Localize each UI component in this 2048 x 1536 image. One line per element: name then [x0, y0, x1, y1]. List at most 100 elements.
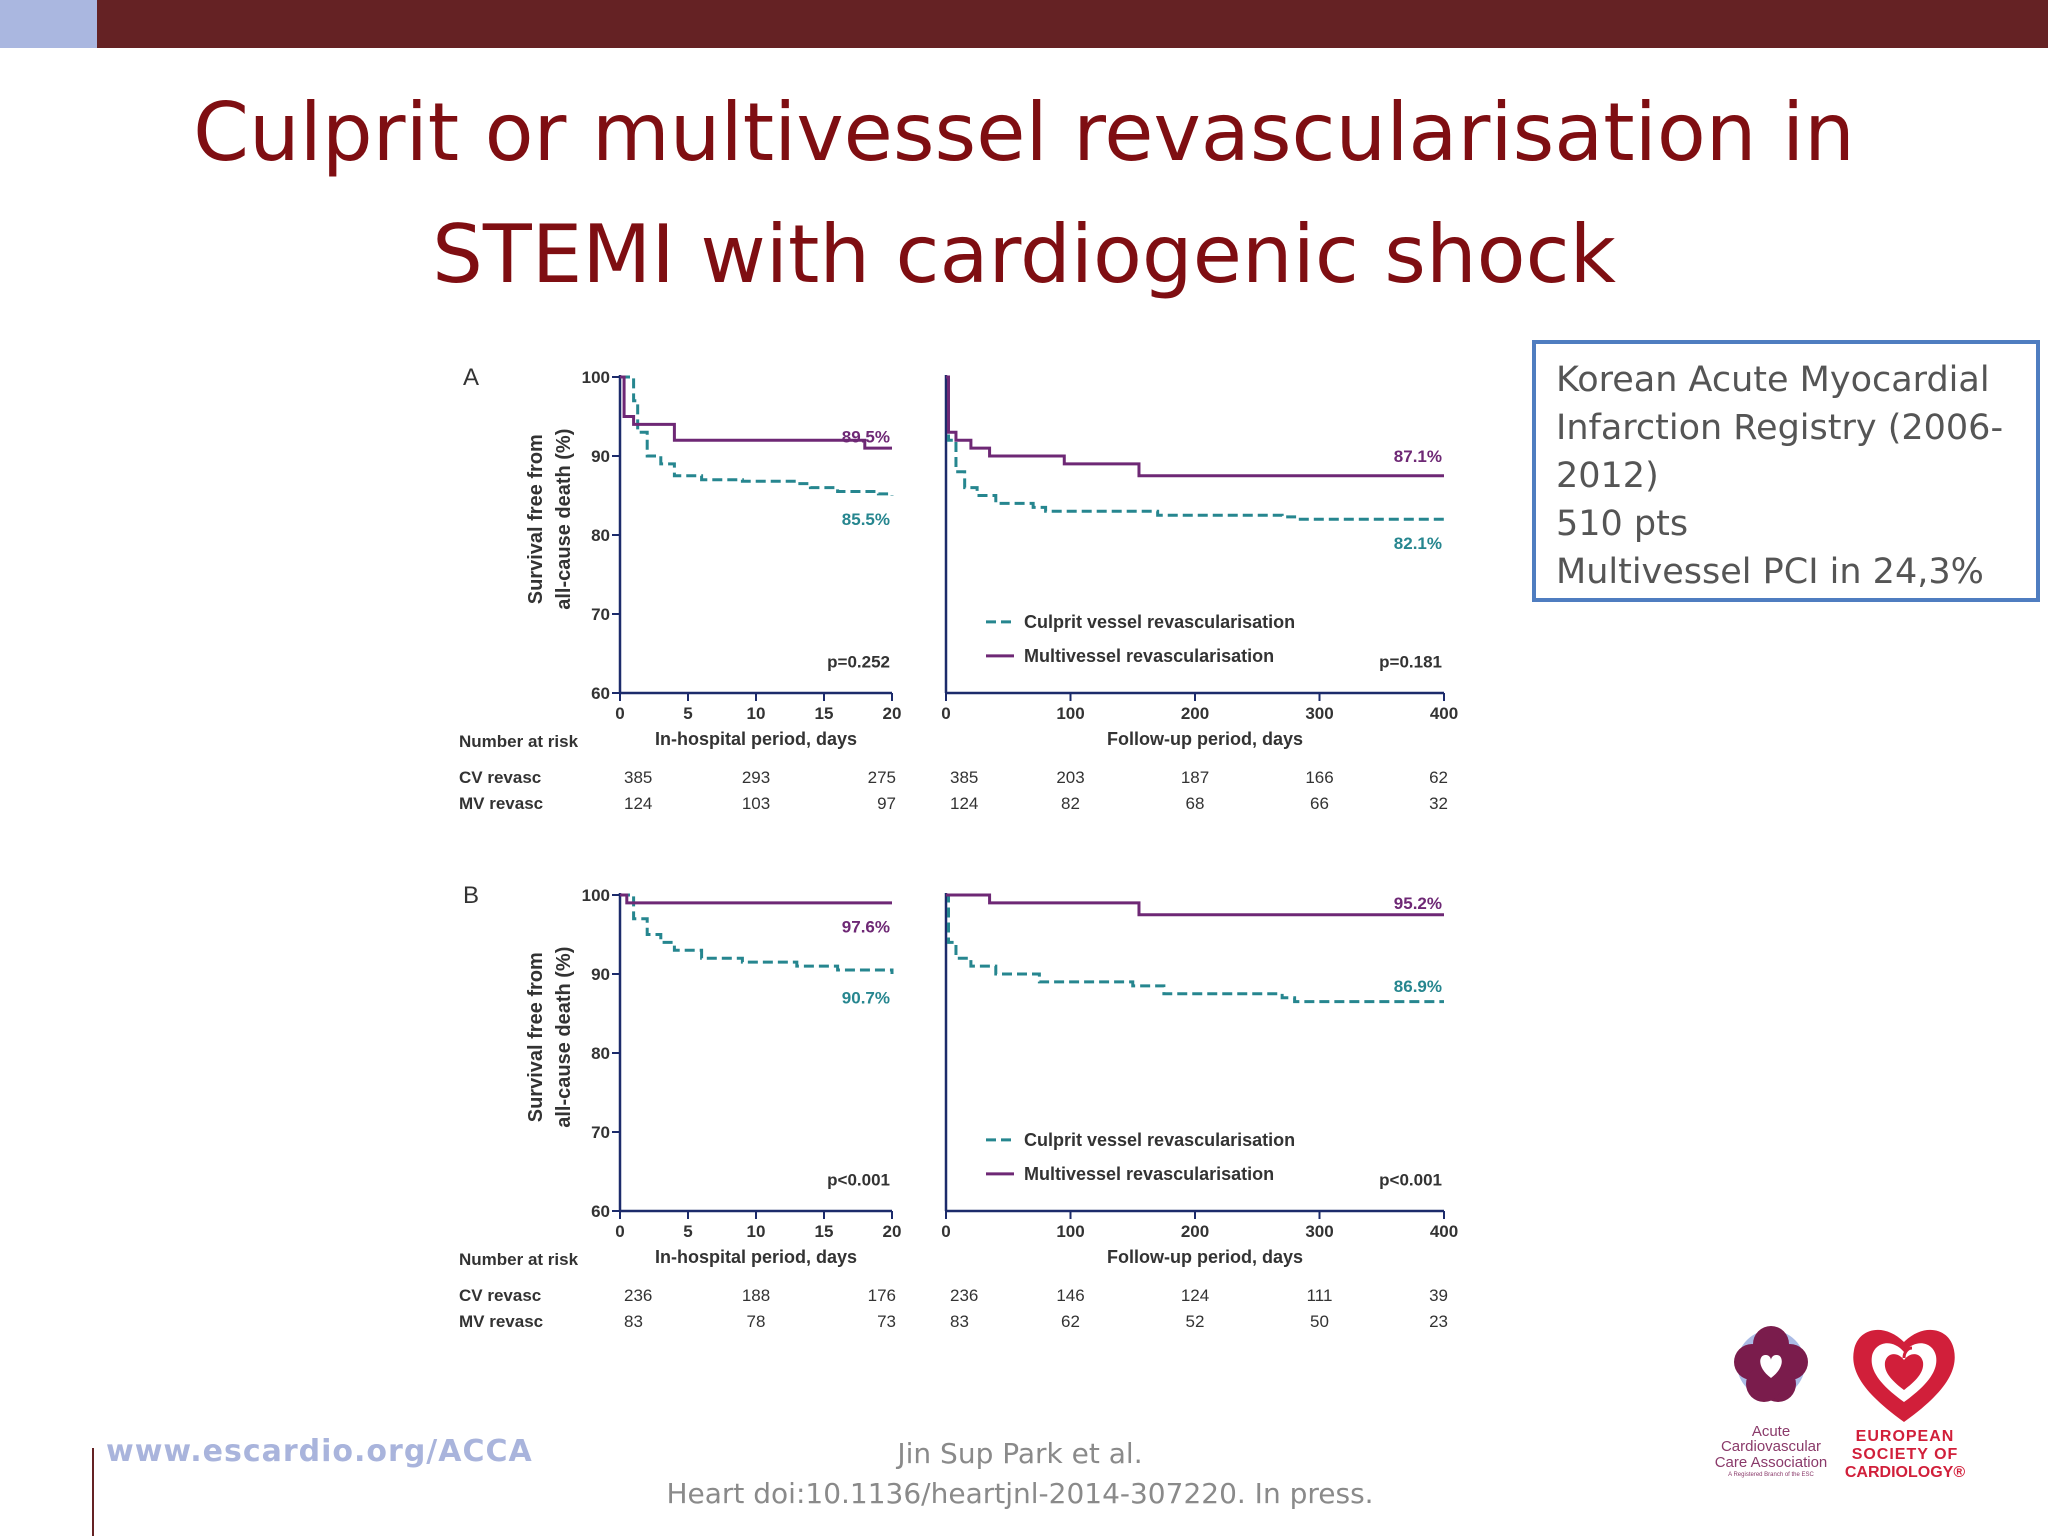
- chart-a-follow-up-end-label-culprit: 82.1%: [1394, 534, 1442, 553]
- esc-heart-logo: [1853, 1329, 1955, 1422]
- chart-a-in-hospital-y-tick-label: 80: [591, 526, 610, 545]
- chart-b-follow-up-p-value: p<0.001: [1379, 1170, 1442, 1189]
- chart-a-in-hospital-risk-count: 293: [742, 768, 770, 787]
- chart-b-in-hospital-risk-header: Number at risk: [459, 1250, 579, 1269]
- chart-b-in-hospital-y-tick-label: 60: [591, 1202, 610, 1221]
- chart-b-follow-up-risk-count: 146: [1056, 1286, 1084, 1305]
- chart-b-in-hospital-x-tick-label: 10: [747, 1222, 766, 1241]
- chart-b-follow-up-x-tick-label: 300: [1305, 1222, 1333, 1241]
- chart-a-in-hospital-x-tick-label: 5: [683, 704, 692, 723]
- chart-b-follow-up-end-label-culprit: 86.9%: [1394, 977, 1442, 996]
- chart-b-follow-up-x-tick-label: 200: [1181, 1222, 1209, 1241]
- acca-logo: [1734, 1326, 1808, 1402]
- chart-a-follow-up-legend-label-culprit: Culprit vessel revascularisation: [1024, 612, 1295, 632]
- chart-b-follow-up-x-axis-label: Follow-up period, days: [1107, 1247, 1303, 1267]
- chart-b-in-hospital-risk-count: 188: [742, 1286, 770, 1305]
- chart-b-follow-up-x-tick-label: 0: [941, 1222, 950, 1241]
- chart-b-in-hospital-risk-count: 176: [868, 1286, 896, 1305]
- slide-title: Culprit or multivessel revascularisation…: [0, 72, 2048, 316]
- panel-label-b: B: [463, 882, 479, 909]
- chart-a-in-hospital-x-tick-label: 20: [883, 704, 902, 723]
- chart-a-in-hospital-y-tick-label: 100: [582, 368, 610, 387]
- esc-logo-line-1: EUROPEAN: [1855, 1428, 1955, 1445]
- chart-a-in-hospital-series-multivessel: [620, 375, 892, 450]
- info-line-5: Multivessel PCI in 24,3%: [1556, 552, 1984, 592]
- chart-a-follow-up-series-multivessel: [946, 375, 1444, 478]
- footer-divider: [92, 1448, 94, 1536]
- chart-a-in-hospital-x-tick-label: 15: [815, 704, 834, 723]
- esc-logo-line-2: SOCIETY OF: [1851, 1446, 1959, 1463]
- chart-b-follow-up-risk-count: 124: [1181, 1286, 1209, 1305]
- info-line-1: Korean Acute Myocardial: [1556, 360, 1990, 400]
- chart-a-follow-up-risk-count: 62: [1429, 768, 1448, 787]
- chart-a-in-hospital-x-tick-label: 0: [615, 704, 624, 723]
- website-url[interactable]: www.escardio.org/ACCA: [106, 1434, 533, 1469]
- chart-a-in-hospital-y-axis-label: Survival free from: [525, 434, 547, 604]
- chart-b-in-hospital-risk-count: 78: [747, 1312, 766, 1331]
- chart-b-follow-up-risk-count: 39: [1429, 1286, 1448, 1305]
- acca-logo-line-1: Acute: [1751, 1423, 1791, 1440]
- top-bar-accent: [0, 0, 97, 48]
- chart-b-follow-up-x-tick-label: 400: [1430, 1222, 1458, 1241]
- acca-logo-line-2: Cardiovascular: [1720, 1438, 1822, 1455]
- chart-a-follow-up-risk-count: 82: [1061, 794, 1080, 813]
- chart-b-follow-up-risk-count: 62: [1061, 1312, 1080, 1331]
- chart-a-follow-up-x-tick-label: 300: [1305, 704, 1333, 723]
- citation-line-2: Heart doi:10.1136/heartjnl-2014-307220. …: [666, 1477, 1374, 1510]
- chart-a-follow-up-x-tick-label: 200: [1181, 704, 1209, 723]
- chart-b-follow-up-risk-count: 111: [1307, 1286, 1333, 1305]
- chart-b-follow-up-x-tick-label: 100: [1056, 1222, 1084, 1241]
- chart-b-in-hospital-risk-count: 73: [877, 1312, 896, 1331]
- chart-b-follow-up-risk-count: 83: [950, 1312, 969, 1331]
- chart-b-in-hospital-x-tick-label: 0: [615, 1222, 624, 1241]
- chart-b-follow-up-legend-label-multivessel: Multivessel revascularisation: [1024, 1164, 1274, 1184]
- chart-a-in-hospital-risk-count: 275: [868, 768, 896, 787]
- chart-b-in-hospital-p-value: p<0.001: [827, 1170, 890, 1189]
- chart-b-follow-up-series-culprit: [946, 893, 1444, 1004]
- info-box: Korean Acute Myocardial Infarction Regis…: [1532, 340, 2040, 602]
- chart-b-in-hospital-series-multivessel: [620, 893, 892, 905]
- info-line-3: 2012): [1556, 456, 1659, 496]
- citation: Jin Sup Park et al. Heart doi:10.1136/he…: [640, 1434, 1400, 1514]
- chart-b-follow-up-risk-count: 23: [1429, 1312, 1448, 1331]
- chart-a-follow-up-end-label-multivessel: 87.1%: [1394, 447, 1442, 466]
- chart-a-in-hospital-y-axis-label: all-cause death (%): [553, 429, 575, 610]
- title-line-2: STEMI with cardiogenic shock: [432, 208, 1616, 301]
- chart-b-in-hospital-risk-row-label: CV revasc: [459, 1286, 541, 1305]
- chart-b-in-hospital-x-tick-label: 15: [815, 1222, 834, 1241]
- info-line-4: 510 pts: [1556, 504, 1689, 544]
- chart-a-in-hospital-y-tick-label: 60: [591, 684, 610, 703]
- chart-a-follow-up-x-tick-label: 100: [1056, 704, 1084, 723]
- chart-a-follow-up-risk-count: 385: [950, 768, 978, 787]
- chart-b-follow-up-risk-count: 52: [1186, 1312, 1205, 1331]
- chart-b-follow-up-risk-count: 236: [950, 1286, 978, 1305]
- chart-a-in-hospital-end-label-culprit: 85.5%: [842, 510, 890, 529]
- chart-b-in-hospital-y-tick-label: 90: [591, 965, 610, 984]
- esc-logo-text: EUROPEAN SOCIETY OF CARDIOLOGY®: [1840, 1428, 1970, 1482]
- chart-a-in-hospital-risk-count: 97: [877, 794, 896, 813]
- chart-a-in-hospital-end-label-multivessel: 89.5%: [842, 427, 890, 446]
- chart-b-in-hospital-x-tick-label: 5: [683, 1222, 692, 1241]
- chart-a-in-hospital-risk-row-label: CV revasc: [459, 768, 541, 787]
- chart-b-in-hospital-x-tick-label: 20: [883, 1222, 902, 1241]
- title-line-1: Culprit or multivessel revascularisation…: [193, 86, 1855, 179]
- chart-b-follow-up-risk-count: 50: [1310, 1312, 1329, 1331]
- chart-b-in-hospital-end-label-multivessel: 97.6%: [842, 918, 890, 937]
- chart-a-follow-up-risk-count: 203: [1056, 768, 1084, 787]
- chart-a-follow-up-risk-count: 68: [1186, 794, 1205, 813]
- citation-line-1: Jin Sup Park et al.: [897, 1437, 1143, 1470]
- chart-a-in-hospital-y-tick-label: 70: [591, 605, 610, 624]
- chart-a-in-hospital-series-culprit: [620, 375, 894, 496]
- chart-b-follow-up-series-multivessel: [946, 893, 1444, 917]
- chart-b-in-hospital-end-label-culprit: 90.7%: [842, 989, 890, 1008]
- chart-a-in-hospital-x-tick-label: 10: [747, 704, 766, 723]
- chart-b-in-hospital-risk-count: 83: [624, 1312, 643, 1331]
- panel-label-a: A: [463, 364, 479, 391]
- chart-b-follow-up-legend-label-culprit: Culprit vessel revascularisation: [1024, 1130, 1295, 1150]
- chart-a-follow-up-risk-count: 166: [1305, 768, 1333, 787]
- chart-a-follow-up-risk-count: 124: [950, 794, 978, 813]
- chart-a-in-hospital-x-axis-label: In-hospital period, days: [655, 729, 857, 749]
- acca-logo-text: Acute Cardiovascular Care Association A …: [1700, 1424, 1842, 1479]
- acca-logo-line-3: Care Association: [1714, 1454, 1828, 1471]
